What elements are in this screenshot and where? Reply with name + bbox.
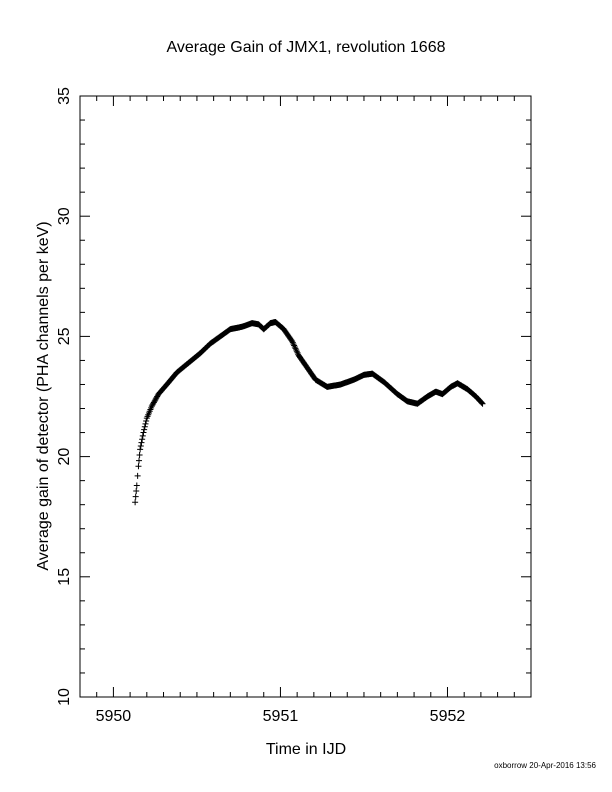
- data-point: [136, 451, 143, 458]
- data-point: [289, 339, 296, 346]
- data-point: [478, 399, 485, 406]
- y-tick-label: 20: [56, 448, 73, 466]
- data-point: [141, 426, 148, 433]
- x-tick-label: 5952: [430, 708, 466, 725]
- chart-title: Average Gain of JMX1, revolution 1668: [167, 39, 446, 56]
- data-point: [132, 493, 139, 500]
- data-point: [142, 420, 149, 427]
- data-point: [478, 399, 485, 406]
- data-point: [289, 338, 296, 345]
- data-point: [139, 436, 146, 443]
- data-point: [290, 341, 297, 348]
- x-tick-label: 5951: [263, 708, 299, 725]
- axis-tick-labels: 10 15 20 25 30 35 5950 5951 5952: [56, 87, 465, 725]
- data-point: [143, 418, 150, 425]
- y-tick-label: 25: [56, 327, 73, 345]
- data-point: [141, 423, 148, 430]
- data-point: [134, 472, 141, 479]
- y-tick-label: 10: [56, 688, 73, 706]
- y-axis-label: Average gain of detector (PHA channels p…: [35, 221, 52, 570]
- data-point: [137, 446, 144, 453]
- y-tick-label: 35: [56, 87, 73, 105]
- x-axis-label: Time in IJD: [266, 741, 346, 758]
- x-tick-label: 5950: [96, 708, 132, 725]
- data-point: [479, 400, 486, 407]
- data-point: [294, 349, 301, 356]
- data-point: [291, 342, 298, 349]
- footer-stamp: oxborrow 20-Apr-2016 13:56: [494, 761, 596, 770]
- data-point: [132, 499, 139, 506]
- data-point: [133, 488, 140, 495]
- data-point: [139, 432, 146, 439]
- data-point: [137, 443, 144, 450]
- data-point: [136, 457, 143, 464]
- data-point: [138, 439, 145, 446]
- axis-ticks: [79, 95, 532, 698]
- data-point: [292, 345, 299, 352]
- data-point: [140, 429, 147, 436]
- plot-frame: [79, 95, 532, 698]
- y-tick-label: 30: [56, 207, 73, 225]
- data-point: [135, 463, 142, 470]
- data-points: [132, 318, 486, 506]
- y-tick-label: 15: [56, 568, 73, 586]
- data-point: [293, 348, 300, 355]
- data-point: [293, 346, 300, 353]
- data-point: [133, 482, 140, 489]
- data-point: [291, 343, 298, 350]
